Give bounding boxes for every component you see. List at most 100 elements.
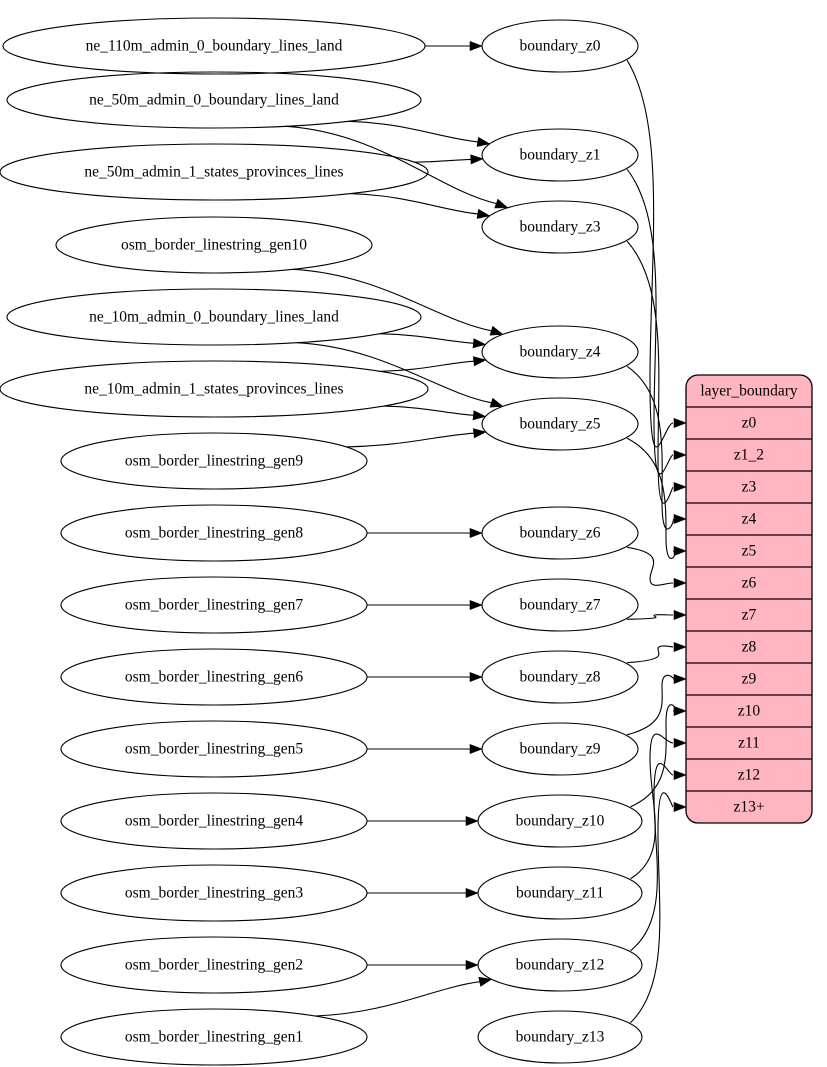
edge-boundary_z12-to-table-z12 xyxy=(630,762,674,952)
node-osm_border_linestring_gen2[interactable]: osm_border_linestring_gen2 xyxy=(60,936,368,994)
arrowhead-boundary_z0 xyxy=(469,40,483,52)
table-row-label: z3 xyxy=(742,479,757,496)
table-row[interactable]: z3 xyxy=(742,479,757,496)
layer-node-ellipse xyxy=(481,325,639,379)
arrowhead-table-z3 xyxy=(673,481,687,493)
node-osm_border_linestring_gen4[interactable]: osm_border_linestring_gen4 xyxy=(60,792,368,850)
layer-node-ellipse xyxy=(481,506,639,560)
table-row[interactable]: z6 xyxy=(742,575,757,592)
edge-ne_10m_admin_1_states_provinces_lines-to-boundary_z4 xyxy=(379,360,474,372)
layer-node-ellipse xyxy=(481,19,639,73)
layer-node-label: boundary_z0 xyxy=(520,38,601,55)
table-row[interactable]: z5 xyxy=(742,543,757,560)
arrowhead-table-z4 xyxy=(673,513,687,525)
source-node-ellipse xyxy=(60,936,368,994)
layer-node-ellipse xyxy=(477,794,643,848)
arrowhead-boundary_z12 xyxy=(478,976,493,987)
layer-node-ellipse xyxy=(481,722,639,776)
table-row-label: z10 xyxy=(738,703,761,720)
edge-boundary_z7-to-table-z7 xyxy=(627,614,674,620)
node-boundary_z5[interactable]: boundary_z5 xyxy=(481,397,639,451)
edge-boundary_z9-to-table-z9 xyxy=(626,674,674,736)
layer-node-label: boundary_z10 xyxy=(516,813,605,830)
node-boundary_z0[interactable]: boundary_z0 xyxy=(481,19,639,73)
source-node-ellipse xyxy=(0,360,429,418)
node-boundary_z3[interactable]: boundary_z3 xyxy=(481,200,639,254)
edge-boundary_z5-to-table-z5 xyxy=(626,437,676,559)
arrowhead-table-z1_2 xyxy=(673,449,687,461)
node-ne_110m_admin_0_boundary_lines_land[interactable]: ne_110m_admin_0_boundary_lines_land xyxy=(2,17,426,75)
table-header-label: layer_boundary xyxy=(700,383,798,400)
table-row[interactable]: z0 xyxy=(742,415,757,432)
node-ne_50m_admin_0_boundary_lines_land[interactable]: ne_50m_admin_0_boundary_lines_land xyxy=(6,71,422,129)
layer-node-label: boundary_z5 xyxy=(520,416,601,433)
node-boundary_z4[interactable]: boundary_z4 xyxy=(481,325,639,379)
arrowhead-boundary_z4 xyxy=(472,338,487,349)
arrowhead-table-z8 xyxy=(673,641,687,653)
node-boundary_z11[interactable]: boundary_z11 xyxy=(477,866,643,920)
node-boundary_z1[interactable]: boundary_z1 xyxy=(481,128,639,182)
source-node-label: osm_border_linestring_gen2 xyxy=(125,957,303,974)
arrowhead-table-z6 xyxy=(673,577,687,589)
node-ne_10m_admin_1_states_provinces_lines[interactable]: ne_10m_admin_1_states_provinces_lines xyxy=(0,360,429,418)
source-node-label: osm_border_linestring_gen3 xyxy=(125,885,303,902)
edge-osm_border_linestring_gen10-to-boundary_z4 xyxy=(292,268,492,332)
table-row-label: z9 xyxy=(742,671,757,688)
table-row-label: z13+ xyxy=(733,799,764,816)
source-node-ellipse xyxy=(60,1008,368,1066)
edge-ne_10m_admin_1_states_provinces_lines-to-boundary_z5 xyxy=(383,405,474,416)
edge-ne_50m_admin_0_boundary_lines_land-to-boundary_z3 xyxy=(285,125,497,205)
table-row[interactable]: z12 xyxy=(738,767,760,784)
arrowhead-boundary_z12 xyxy=(465,959,479,971)
arrowhead-table-z12 xyxy=(673,769,687,781)
table-row[interactable]: z13+ xyxy=(733,799,764,816)
table-row[interactable]: z1_2 xyxy=(734,447,764,464)
node-osm_border_linestring_gen7[interactable]: osm_border_linestring_gen7 xyxy=(60,576,368,634)
source-node-label: osm_border_linestring_gen4 xyxy=(125,813,303,830)
node-osm_border_linestring_gen3[interactable]: osm_border_linestring_gen3 xyxy=(60,864,368,922)
layer-node-ellipse xyxy=(481,650,639,704)
node-ne_10m_admin_0_boundary_lines_land[interactable]: ne_10m_admin_0_boundary_lines_land xyxy=(6,288,422,346)
node-osm_border_linestring_gen10[interactable]: osm_border_linestring_gen10 xyxy=(55,216,373,274)
table-row[interactable]: z4 xyxy=(742,511,757,528)
arrowhead-boundary_z11 xyxy=(465,887,479,899)
table-row-label: z12 xyxy=(738,767,760,784)
node-boundary_z12[interactable]: boundary_z12 xyxy=(477,938,643,992)
table-row-label: z11 xyxy=(738,735,760,752)
edge-ne_50m_admin_1_states_provinces_lines-to-boundary_z1 xyxy=(414,158,471,163)
node-boundary_z13[interactable]: boundary_z13 xyxy=(477,1010,643,1064)
node-osm_border_linestring_gen5[interactable]: osm_border_linestring_gen5 xyxy=(60,720,368,778)
table-row[interactable]: z9 xyxy=(742,671,757,688)
node-osm_border_linestring_gen9[interactable]: osm_border_linestring_gen9 xyxy=(60,432,368,490)
node-osm_border_linestring_gen8[interactable]: osm_border_linestring_gen8 xyxy=(60,504,368,562)
source-node-ellipse xyxy=(6,71,422,129)
source-node-label: ne_50m_admin_0_boundary_lines_land xyxy=(89,92,339,109)
table-row[interactable]: z11 xyxy=(738,735,760,752)
table-row[interactable]: z8 xyxy=(742,639,757,656)
node-osm_border_linestring_gen1[interactable]: osm_border_linestring_gen1 xyxy=(60,1008,368,1066)
layer-node-ellipse xyxy=(481,128,639,182)
source-node-ellipse xyxy=(6,288,422,346)
arrowhead-table-z7 xyxy=(673,609,687,621)
node-ne_50m_admin_1_states_provinces_lines[interactable]: ne_50m_admin_1_states_provinces_lines xyxy=(0,143,429,201)
table-layer: layer_boundary z0 z1_2 z3 z4 z5 z6 z7 z8 z9 z10 z11… xyxy=(685,374,813,824)
arrowhead-table-z11 xyxy=(673,737,687,749)
table-row[interactable]: z10 xyxy=(738,703,761,720)
arrowhead-table-z13+ xyxy=(673,801,687,813)
node-boundary_z6[interactable]: boundary_z6 xyxy=(481,506,639,560)
layer-node-ellipse xyxy=(477,938,643,992)
node-boundary_z7[interactable]: boundary_z7 xyxy=(481,578,639,632)
node-osm_border_linestring_gen6[interactable]: osm_border_linestring_gen6 xyxy=(60,648,368,706)
edge-boundary_z6-to-table-z6 xyxy=(627,546,674,586)
edge-osm_border_linestring_gen1-to-boundary_z12 xyxy=(314,981,480,1017)
arrowhead-boundary_z4 xyxy=(472,356,487,367)
node-boundary_z9[interactable]: boundary_z9 xyxy=(481,722,639,776)
node-boundary_z8[interactable]: boundary_z8 xyxy=(481,650,639,704)
arrowhead-table-z5 xyxy=(673,545,687,557)
edge-boundary_z13-to-table-z13+ xyxy=(630,792,674,1024)
table-row-label: z7 xyxy=(742,607,757,624)
arrowhead-table-z0 xyxy=(673,417,687,429)
table-row[interactable]: z7 xyxy=(742,607,757,624)
table-row-label: z5 xyxy=(742,543,757,560)
node-boundary_z10[interactable]: boundary_z10 xyxy=(477,794,643,848)
